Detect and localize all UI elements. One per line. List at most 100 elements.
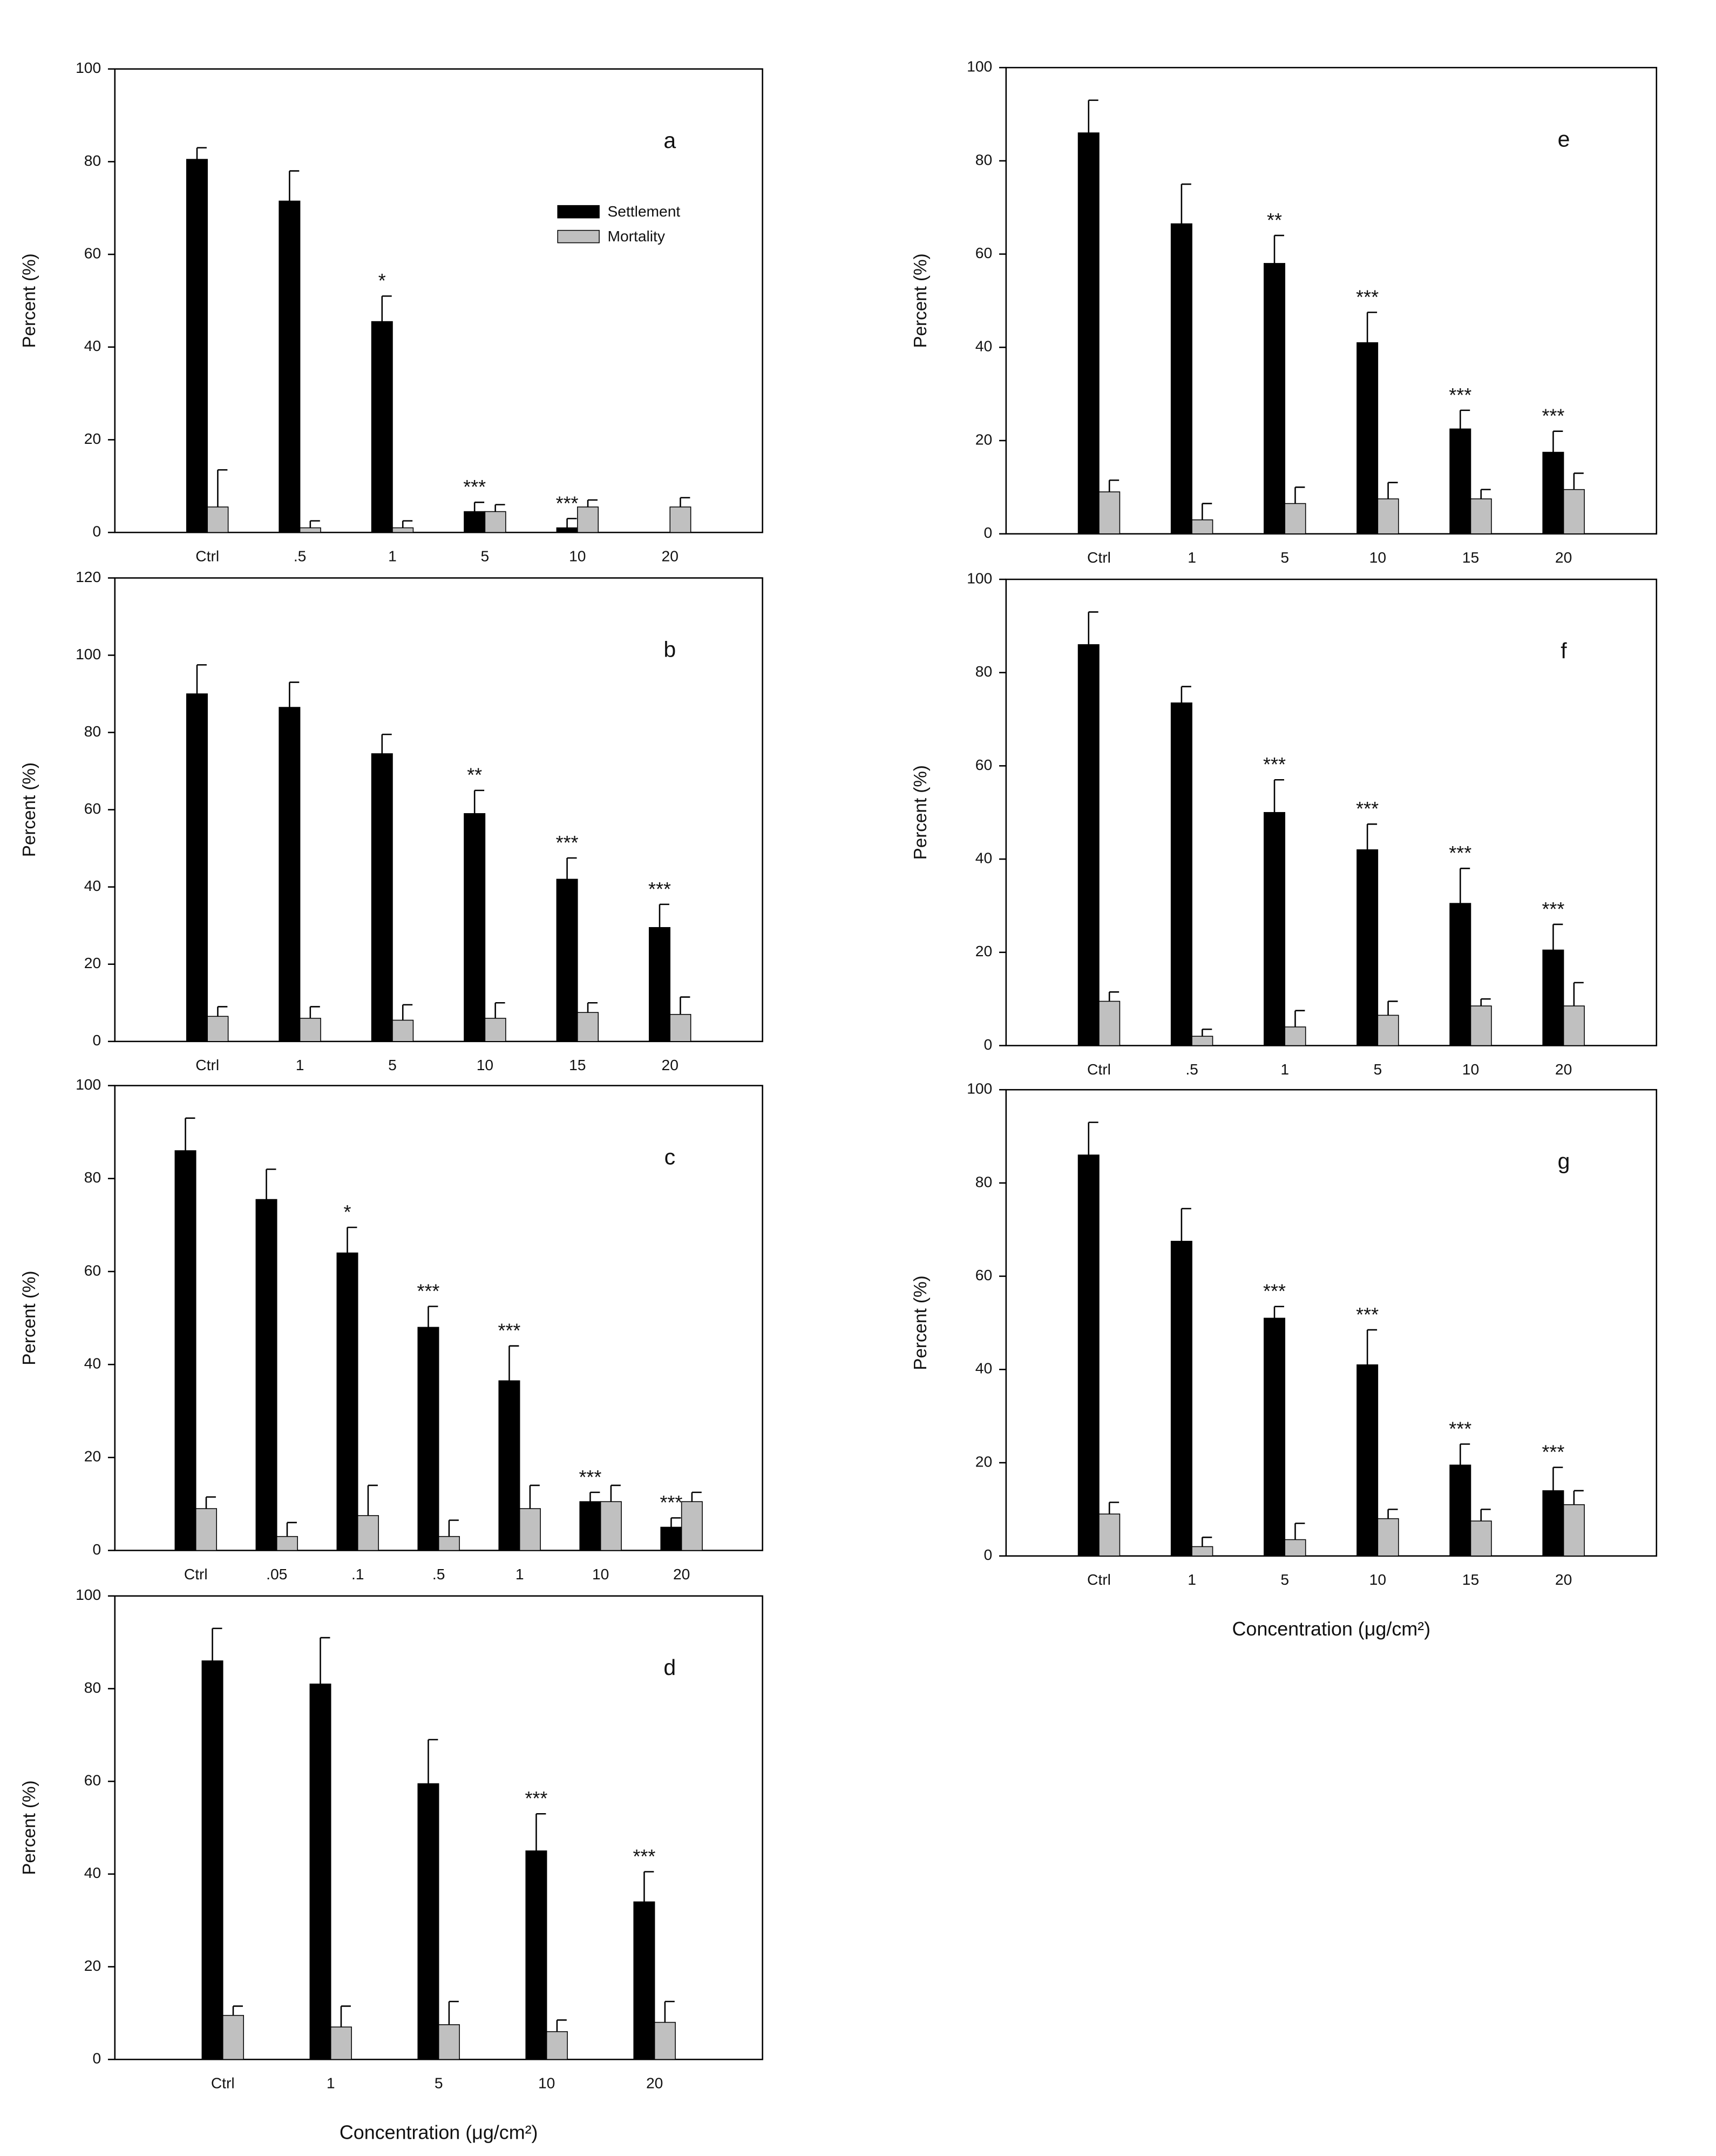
error-bar <box>1552 1466 1563 1491</box>
bar <box>464 511 486 533</box>
y-tick-label: 80 <box>975 151 992 168</box>
significance-mark: *** <box>417 1280 440 1302</box>
significance-mark: *** <box>1356 798 1379 820</box>
error-bar <box>1480 1509 1491 1521</box>
y-tick-label: 40 <box>84 337 101 354</box>
y-tick-label: 120 <box>76 569 101 585</box>
x-tick-label: .5 <box>432 1566 445 1583</box>
bar <box>371 321 393 533</box>
error-bar <box>670 1517 681 1528</box>
bar <box>207 1016 229 1042</box>
error-bar <box>566 857 577 880</box>
error-bar <box>448 2000 459 2025</box>
y-tick-label: 60 <box>84 800 101 817</box>
bar <box>1377 1015 1399 1046</box>
error-bar <box>1181 183 1191 224</box>
y-tick-label: 60 <box>84 1772 101 1789</box>
x-tick-label: 10 <box>1369 1571 1386 1588</box>
error-bar <box>494 504 505 512</box>
bar <box>207 506 229 533</box>
x-axis-label: Concentration (μg/cm²) <box>1232 1618 1430 1640</box>
error-bar <box>1573 982 1584 1006</box>
error-bar <box>266 1168 276 1200</box>
bar <box>1284 503 1306 535</box>
x-tick-label: 5 <box>1374 1061 1382 1078</box>
x-tick-label: 10 <box>592 1566 609 1583</box>
x-tick-label: 15 <box>569 1057 586 1073</box>
significance-mark: *** <box>579 1466 601 1488</box>
bar <box>1356 1364 1379 1557</box>
error-bar <box>381 733 392 754</box>
panel-label: e <box>1558 126 1570 151</box>
x-tick-label: 20 <box>1555 549 1572 566</box>
x-tick-label: 5 <box>481 548 490 565</box>
error-bar <box>1480 998 1491 1006</box>
y-tick-label: 80 <box>84 1169 101 1186</box>
bar <box>1356 342 1379 535</box>
bar <box>1449 1464 1471 1557</box>
x-tick-label: 5 <box>1280 549 1289 566</box>
plot-frame <box>1005 578 1658 1046</box>
x-tick-label: 1 <box>327 2075 335 2092</box>
y-axis-label: Percent (%) <box>911 765 931 860</box>
error-bar <box>566 518 577 528</box>
error-bar <box>1459 409 1470 429</box>
bar <box>1077 132 1100 535</box>
significance-mark: *** <box>633 1846 655 1867</box>
error-bar <box>1181 1208 1191 1241</box>
y-tick-label: 40 <box>975 850 992 867</box>
error-bar <box>1202 1028 1212 1037</box>
y-tick-label: 100 <box>967 1080 992 1097</box>
bar <box>195 1508 217 1551</box>
y-tick-label: 0 <box>984 1546 992 1563</box>
error-bar <box>309 520 320 528</box>
x-tick-label: 10 <box>1369 549 1386 566</box>
error-bar <box>691 1491 702 1502</box>
bar <box>222 2015 244 2060</box>
y-tick-label: 100 <box>967 570 992 586</box>
y-tick-label: 40 <box>84 1355 101 1372</box>
bar <box>1470 1520 1492 1557</box>
panel-label: c <box>664 1145 676 1170</box>
error-bar <box>1088 99 1098 133</box>
bar <box>1356 849 1379 1046</box>
bar <box>648 927 670 1042</box>
y-tick-label: 40 <box>84 1864 101 1881</box>
x-tick-label: Ctrl <box>184 1566 208 1583</box>
error-bar <box>1573 472 1584 490</box>
y-tick-label: 80 <box>975 1173 992 1190</box>
error-bar <box>367 1484 378 1516</box>
y-tick-label: 60 <box>84 1262 101 1279</box>
bar <box>1470 1005 1492 1046</box>
error-bar <box>212 1627 222 1661</box>
x-tick-label: 5 <box>388 1057 397 1073</box>
bar <box>1542 949 1564 1046</box>
bar <box>579 1501 601 1551</box>
x-tick-label: Ctrl <box>1087 1571 1111 1588</box>
panel-label: f <box>1561 638 1567 663</box>
x-tick-label: 1 <box>388 548 397 565</box>
x-tick-label: 1 <box>516 1566 524 1583</box>
x-tick-label: 5 <box>435 2075 443 2092</box>
significance-mark: *** <box>1449 1418 1471 1439</box>
x-tick-label: 15 <box>1462 549 1479 566</box>
error-bar <box>1480 489 1491 499</box>
y-axis-label: Percent (%) <box>19 1780 39 1875</box>
x-tick-label: 5 <box>1280 1571 1289 1588</box>
y-tick-label: 0 <box>984 1036 992 1053</box>
x-tick-label: 1 <box>296 1057 304 1073</box>
error-bar <box>659 903 669 928</box>
error-bar <box>402 520 413 528</box>
error-bar <box>1294 486 1305 504</box>
bar <box>1470 498 1492 535</box>
x-tick-label: Ctrl <box>211 2075 235 2092</box>
error-bar <box>1552 923 1563 950</box>
y-tick-label: 100 <box>967 58 992 75</box>
bar <box>299 527 321 533</box>
legend-label: Mortality <box>607 228 665 245</box>
error-bar <box>1366 823 1378 850</box>
bar <box>417 1327 439 1551</box>
error-bar <box>587 1002 598 1013</box>
error-bar <box>1573 1490 1584 1505</box>
bar <box>438 1536 460 1551</box>
